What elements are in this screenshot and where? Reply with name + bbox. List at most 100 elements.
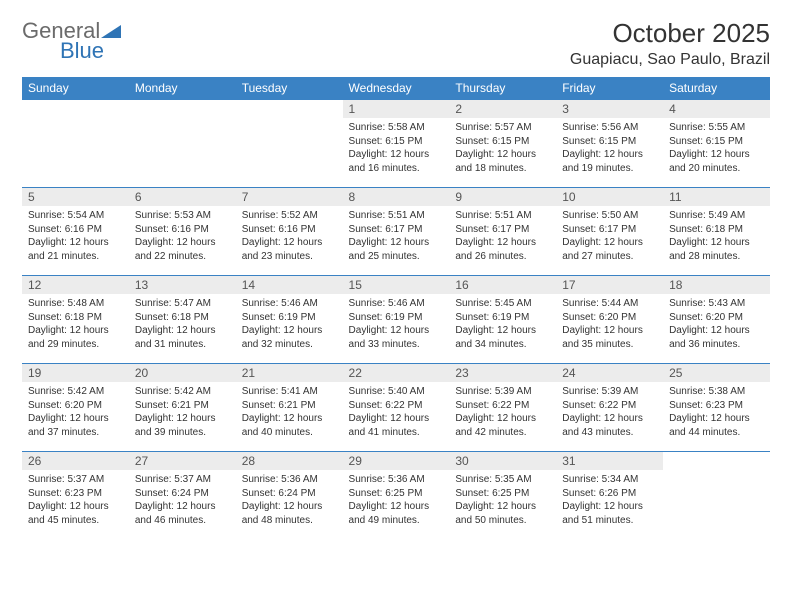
day-number: 3 xyxy=(556,100,663,118)
day-number: 4 xyxy=(663,100,770,118)
day-details: Sunrise: 5:46 AMSunset: 6:19 PMDaylight:… xyxy=(343,294,450,355)
calendar-cell: 23Sunrise: 5:39 AMSunset: 6:22 PMDayligh… xyxy=(449,364,556,452)
day-number: 22 xyxy=(343,364,450,382)
col-friday: Friday xyxy=(556,77,663,100)
calendar-cell: 11Sunrise: 5:49 AMSunset: 6:18 PMDayligh… xyxy=(663,188,770,276)
day-number: 27 xyxy=(129,452,236,470)
day-details: Sunrise: 5:41 AMSunset: 6:21 PMDaylight:… xyxy=(236,382,343,443)
day-number: 8 xyxy=(343,188,450,206)
day-number: 29 xyxy=(343,452,450,470)
day-details: Sunrise: 5:39 AMSunset: 6:22 PMDaylight:… xyxy=(556,382,663,443)
calendar-cell xyxy=(236,100,343,188)
day-details: Sunrise: 5:48 AMSunset: 6:18 PMDaylight:… xyxy=(22,294,129,355)
day-details: Sunrise: 5:37 AMSunset: 6:24 PMDaylight:… xyxy=(129,470,236,531)
calendar-cell: 24Sunrise: 5:39 AMSunset: 6:22 PMDayligh… xyxy=(556,364,663,452)
month-title: October 2025 xyxy=(570,18,770,49)
day-details: Sunrise: 5:45 AMSunset: 6:19 PMDaylight:… xyxy=(449,294,556,355)
day-number: 9 xyxy=(449,188,556,206)
calendar-cell: 14Sunrise: 5:46 AMSunset: 6:19 PMDayligh… xyxy=(236,276,343,364)
col-monday: Monday xyxy=(129,77,236,100)
calendar-cell: 2Sunrise: 5:57 AMSunset: 6:15 PMDaylight… xyxy=(449,100,556,188)
calendar-cell xyxy=(663,452,770,540)
day-details: Sunrise: 5:57 AMSunset: 6:15 PMDaylight:… xyxy=(449,118,556,179)
day-number: 30 xyxy=(449,452,556,470)
day-number: 24 xyxy=(556,364,663,382)
calendar-row: 12Sunrise: 5:48 AMSunset: 6:18 PMDayligh… xyxy=(22,276,770,364)
col-sunday: Sunday xyxy=(22,77,129,100)
day-details: Sunrise: 5:42 AMSunset: 6:20 PMDaylight:… xyxy=(22,382,129,443)
day-details: Sunrise: 5:36 AMSunset: 6:25 PMDaylight:… xyxy=(343,470,450,531)
day-details: Sunrise: 5:52 AMSunset: 6:16 PMDaylight:… xyxy=(236,206,343,267)
calendar-cell xyxy=(129,100,236,188)
calendar-cell: 16Sunrise: 5:45 AMSunset: 6:19 PMDayligh… xyxy=(449,276,556,364)
day-number: 2 xyxy=(449,100,556,118)
col-saturday: Saturday xyxy=(663,77,770,100)
calendar-cell: 9Sunrise: 5:51 AMSunset: 6:17 PMDaylight… xyxy=(449,188,556,276)
calendar-cell: 17Sunrise: 5:44 AMSunset: 6:20 PMDayligh… xyxy=(556,276,663,364)
day-number: 19 xyxy=(22,364,129,382)
day-number: 18 xyxy=(663,276,770,294)
calendar-cell: 21Sunrise: 5:41 AMSunset: 6:21 PMDayligh… xyxy=(236,364,343,452)
calendar-row: 26Sunrise: 5:37 AMSunset: 6:23 PMDayligh… xyxy=(22,452,770,540)
day-number: 20 xyxy=(129,364,236,382)
day-details: Sunrise: 5:51 AMSunset: 6:17 PMDaylight:… xyxy=(343,206,450,267)
day-number: 28 xyxy=(236,452,343,470)
day-details: Sunrise: 5:47 AMSunset: 6:18 PMDaylight:… xyxy=(129,294,236,355)
day-details: Sunrise: 5:49 AMSunset: 6:18 PMDaylight:… xyxy=(663,206,770,267)
calendar-cell: 27Sunrise: 5:37 AMSunset: 6:24 PMDayligh… xyxy=(129,452,236,540)
calendar-cell: 25Sunrise: 5:38 AMSunset: 6:23 PMDayligh… xyxy=(663,364,770,452)
logo: GeneralBlue xyxy=(22,18,123,64)
day-details: Sunrise: 5:40 AMSunset: 6:22 PMDaylight:… xyxy=(343,382,450,443)
calendar-cell xyxy=(22,100,129,188)
day-details: Sunrise: 5:36 AMSunset: 6:24 PMDaylight:… xyxy=(236,470,343,531)
calendar-cell: 10Sunrise: 5:50 AMSunset: 6:17 PMDayligh… xyxy=(556,188,663,276)
title-block: October 2025 Guapiacu, Sao Paulo, Brazil xyxy=(570,18,770,69)
calendar-table: Sunday Monday Tuesday Wednesday Thursday… xyxy=(22,77,770,540)
day-number: 14 xyxy=(236,276,343,294)
day-details: Sunrise: 5:43 AMSunset: 6:20 PMDaylight:… xyxy=(663,294,770,355)
day-details: Sunrise: 5:38 AMSunset: 6:23 PMDaylight:… xyxy=(663,382,770,443)
day-number: 25 xyxy=(663,364,770,382)
day-number: 6 xyxy=(129,188,236,206)
day-details: Sunrise: 5:42 AMSunset: 6:21 PMDaylight:… xyxy=(129,382,236,443)
day-number: 5 xyxy=(22,188,129,206)
day-details: Sunrise: 5:35 AMSunset: 6:25 PMDaylight:… xyxy=(449,470,556,531)
day-details: Sunrise: 5:58 AMSunset: 6:15 PMDaylight:… xyxy=(343,118,450,179)
calendar-cell: 12Sunrise: 5:48 AMSunset: 6:18 PMDayligh… xyxy=(22,276,129,364)
day-details: Sunrise: 5:39 AMSunset: 6:22 PMDaylight:… xyxy=(449,382,556,443)
calendar-row: 5Sunrise: 5:54 AMSunset: 6:16 PMDaylight… xyxy=(22,188,770,276)
calendar-cell: 15Sunrise: 5:46 AMSunset: 6:19 PMDayligh… xyxy=(343,276,450,364)
day-details: Sunrise: 5:55 AMSunset: 6:15 PMDaylight:… xyxy=(663,118,770,179)
day-number: 15 xyxy=(343,276,450,294)
day-header-row: Sunday Monday Tuesday Wednesday Thursday… xyxy=(22,77,770,100)
calendar-cell: 18Sunrise: 5:43 AMSunset: 6:20 PMDayligh… xyxy=(663,276,770,364)
calendar-cell: 4Sunrise: 5:55 AMSunset: 6:15 PMDaylight… xyxy=(663,100,770,188)
calendar-cell: 30Sunrise: 5:35 AMSunset: 6:25 PMDayligh… xyxy=(449,452,556,540)
day-details: Sunrise: 5:53 AMSunset: 6:16 PMDaylight:… xyxy=(129,206,236,267)
calendar-cell: 31Sunrise: 5:34 AMSunset: 6:26 PMDayligh… xyxy=(556,452,663,540)
calendar-row: 19Sunrise: 5:42 AMSunset: 6:20 PMDayligh… xyxy=(22,364,770,452)
calendar-cell: 3Sunrise: 5:56 AMSunset: 6:15 PMDaylight… xyxy=(556,100,663,188)
day-number: 10 xyxy=(556,188,663,206)
calendar-cell: 7Sunrise: 5:52 AMSunset: 6:16 PMDaylight… xyxy=(236,188,343,276)
day-details: Sunrise: 5:50 AMSunset: 6:17 PMDaylight:… xyxy=(556,206,663,267)
calendar-cell: 6Sunrise: 5:53 AMSunset: 6:16 PMDaylight… xyxy=(129,188,236,276)
day-details: Sunrise: 5:37 AMSunset: 6:23 PMDaylight:… xyxy=(22,470,129,531)
calendar-cell: 20Sunrise: 5:42 AMSunset: 6:21 PMDayligh… xyxy=(129,364,236,452)
calendar-cell: 8Sunrise: 5:51 AMSunset: 6:17 PMDaylight… xyxy=(343,188,450,276)
calendar-cell: 22Sunrise: 5:40 AMSunset: 6:22 PMDayligh… xyxy=(343,364,450,452)
calendar-cell: 28Sunrise: 5:36 AMSunset: 6:24 PMDayligh… xyxy=(236,452,343,540)
calendar-cell: 29Sunrise: 5:36 AMSunset: 6:25 PMDayligh… xyxy=(343,452,450,540)
day-number: 13 xyxy=(129,276,236,294)
day-number: 16 xyxy=(449,276,556,294)
header-row: GeneralBlue October 2025 Guapiacu, Sao P… xyxy=(22,18,770,69)
day-number: 23 xyxy=(449,364,556,382)
col-thursday: Thursday xyxy=(449,77,556,100)
day-number: 11 xyxy=(663,188,770,206)
day-details: Sunrise: 5:46 AMSunset: 6:19 PMDaylight:… xyxy=(236,294,343,355)
day-details: Sunrise: 5:54 AMSunset: 6:16 PMDaylight:… xyxy=(22,206,129,267)
logo-word-2: Blue xyxy=(60,38,123,64)
col-wednesday: Wednesday xyxy=(343,77,450,100)
day-number: 17 xyxy=(556,276,663,294)
calendar-cell: 1Sunrise: 5:58 AMSunset: 6:15 PMDaylight… xyxy=(343,100,450,188)
